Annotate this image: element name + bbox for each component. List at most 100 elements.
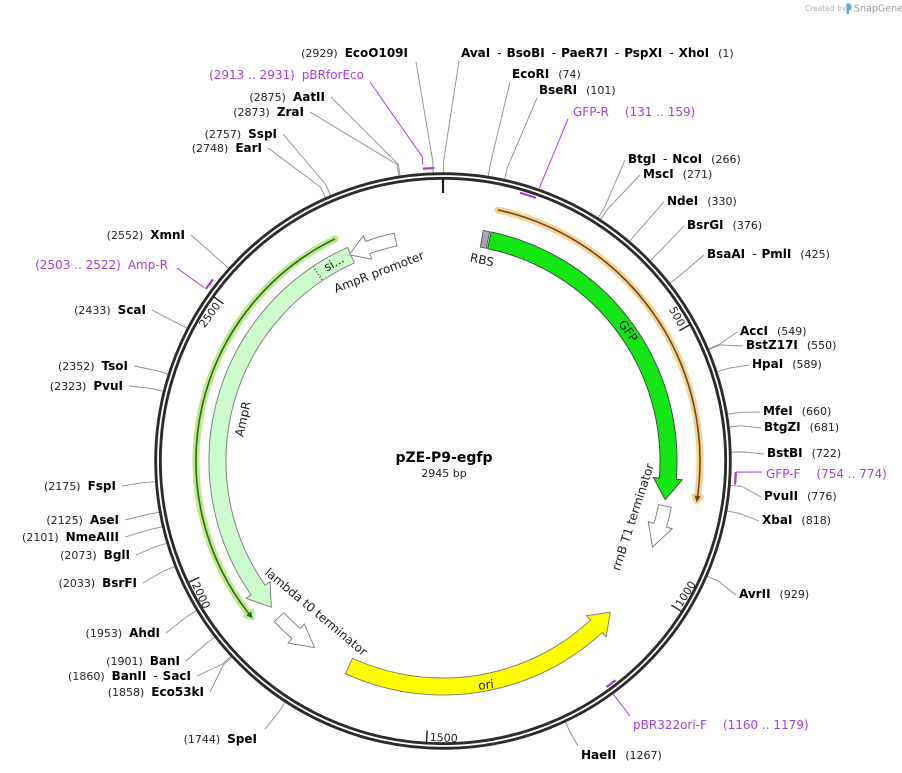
enzyme-name-asei: AseI [90, 513, 119, 527]
site-position: (2873) [233, 106, 270, 119]
site-leader-btgzi [728, 425, 762, 429]
site-position: (2929) [301, 47, 338, 60]
enzyme-name-pspxi: PspXI [624, 46, 662, 60]
enzyme-name-bsrfi: BsrFI [102, 576, 137, 590]
site-leader-msci [600, 174, 641, 221]
enzyme-name-fspi: FspI [88, 479, 116, 493]
site-leader-aatii [330, 96, 401, 177]
site-position: (660) [802, 405, 832, 418]
watermark-created-by: Created by [805, 4, 847, 13]
enzyme-name-btgi: BtgI [628, 152, 656, 166]
site-position: (929) [780, 588, 810, 601]
feature-lambda-t0-terminator [273, 612, 316, 649]
site-leader-ecori [487, 81, 511, 177]
site-leader-sspi [282, 133, 331, 197]
feature-rbs [479, 229, 491, 249]
site-leader-banii-saci [196, 655, 232, 677]
feature-arrow-rrnb-t1-terminator [647, 504, 674, 548]
site-leader-pvuii [729, 484, 762, 498]
site-leader-asei [124, 511, 160, 521]
site-position: (1858) [108, 686, 145, 699]
feature-ori [344, 611, 611, 696]
backbone-inner-gap [157, 175, 729, 747]
feature-ampr [208, 246, 356, 608]
enzyme-name-bsobi: BsoBI [507, 46, 545, 60]
enzyme-name-haeii: HaeII [581, 748, 616, 762]
primer-name: pBRforEco [302, 68, 364, 82]
site-separator: - [669, 46, 673, 60]
site-label-btgzi: BtgZI (681) [764, 420, 839, 434]
site-label-ecori: EcoRI (74) [512, 67, 581, 81]
site-position: (1860) [68, 670, 105, 683]
site-position: (2073) [60, 549, 97, 562]
enzyme-name-saci: SacI [163, 669, 191, 683]
site-label-bgli: (2073) BglI [60, 548, 130, 562]
primer-binding-bar [204, 278, 214, 290]
site-leader-fspi [121, 481, 156, 487]
feature-arrow-rbs [479, 229, 491, 249]
site-label-eari: (2748) EarI [192, 141, 262, 155]
primer-pbr322ori-f: pBR322ori-F (1160 .. 1179) [605, 679, 809, 732]
site-label-ahdi: (1953) AhdI [86, 626, 160, 640]
primer-range: (754 .. 774) [816, 467, 886, 481]
signal-peptide-divider [313, 266, 323, 281]
site-position: (2125) [46, 514, 83, 527]
site-label-bsaai-pmli: BsaAI - PmlI (425) [707, 247, 830, 261]
watermark-brand: SnapGene [854, 4, 902, 15]
translation-line [497, 209, 701, 496]
enzyme-name-xhoi: XhoI [679, 46, 710, 60]
feature-translation-lines [192, 206, 705, 621]
site-position: (425) [800, 248, 830, 261]
enzyme-name-scai: ScaI [118, 303, 146, 317]
primer-leader [369, 81, 424, 165]
scale-tick [188, 576, 200, 583]
site-leader-eari [267, 147, 326, 199]
site-label-bani: (1901) BanI [106, 654, 180, 668]
site-leader-bstz17i [708, 344, 744, 350]
enzyme-name-sspi: SspI [248, 127, 277, 141]
site-position: (2175) [44, 480, 81, 493]
feature-arrow-ori [344, 611, 611, 696]
site-label-xbai: XbaI (818) [762, 513, 831, 527]
site-position: (550) [807, 339, 837, 352]
site-position: (2748) [192, 142, 229, 155]
feature-arrow-ampr-promoter [348, 232, 398, 260]
primer-label-pbrforeco: (2913 .. 2931) pBRforEco [209, 68, 364, 82]
primer-range: (131 .. 159) [625, 105, 695, 119]
site-label-mfei: MfeI (660) [763, 404, 831, 418]
scale-tick [425, 730, 428, 743]
plasmid-length: 2945 bp [421, 467, 466, 480]
enzyme-name-bstbi: BstBI [767, 446, 803, 460]
enzyme-name-ecori: EcoRI [512, 67, 549, 81]
site-leader-acci [708, 331, 738, 350]
site-leader-bsrgi [649, 225, 685, 262]
site-leader-btgi-ncoi [597, 159, 626, 219]
feature-arrow-lambda-t0-terminator [273, 612, 316, 649]
site-label-aatii: (2875) AatII [249, 90, 325, 104]
green-translation-line [192, 235, 339, 621]
arrowhead-icon [246, 611, 253, 619]
feature-ampr-promoter [348, 232, 398, 260]
site-label-msci: MscI (271) [643, 167, 712, 181]
primer-label-gfp-r: GFP-R (131 .. 159) [573, 105, 695, 119]
feature-rrnb-t1-terminator [647, 504, 674, 548]
primer-name: GFP-F [766, 467, 801, 481]
site-leader-hpai [716, 364, 750, 373]
enzyme-name-eco53ki: Eco53kI [151, 685, 204, 699]
site-leader-nmeaiii [124, 526, 163, 538]
primer-amp-r: (2503 .. 2522) Amp-R [35, 258, 214, 290]
site-label-pvuii: PvuII (776) [764, 489, 837, 503]
enzyme-name-bseri: BseRI [539, 83, 577, 97]
site-label-haeii: HaeII (1267) [581, 748, 662, 762]
enzyme-name-eari: EarI [235, 141, 262, 155]
site-leader-bgli [135, 542, 168, 556]
orange-translation-line [494, 206, 705, 505]
site-leader-avai-bsobi-paer7i-pspxi-xhoi [443, 60, 460, 174]
primer-label-gfp-f: GFP-F (754 .. 774) [766, 467, 887, 481]
site-label-zrai: (2873) ZraI [233, 105, 304, 119]
translation-line [195, 238, 336, 614]
site-position: (549) [777, 325, 807, 338]
primer-range: (2503 .. 2522) [35, 258, 121, 272]
site-label-bseri: BseRI (101) [539, 83, 616, 97]
